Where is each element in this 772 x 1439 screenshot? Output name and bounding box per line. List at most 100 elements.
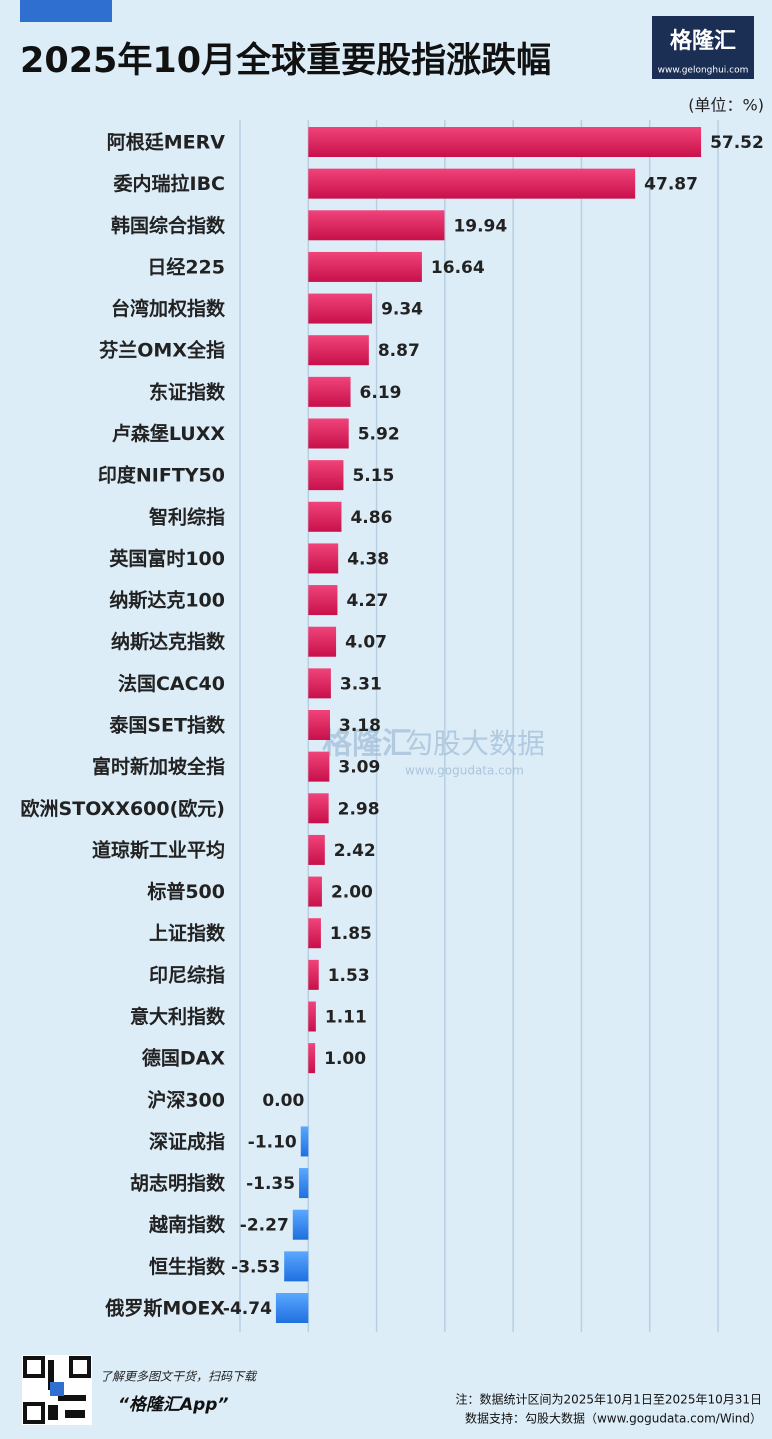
value-label: 2.98 xyxy=(338,799,380,819)
logo-url: www.gelonghui.com xyxy=(658,66,749,76)
value-label: 57.52 xyxy=(710,133,764,153)
value-label: 4.27 xyxy=(346,591,388,611)
category-label: 俄罗斯MOEX xyxy=(104,1297,225,1320)
bar xyxy=(308,793,329,824)
watermark: 勾股大数据 xyxy=(405,727,545,760)
category-label: 阿根廷MERV xyxy=(107,131,226,154)
category-label: 富时新加坡全指 xyxy=(92,755,225,778)
value-label: -1.10 xyxy=(248,1132,297,1152)
value-label: 5.92 xyxy=(358,425,400,445)
value-label: -1.35 xyxy=(246,1174,295,1194)
category-label: 德国DAX xyxy=(142,1047,225,1070)
bar xyxy=(308,418,349,449)
category-label: 法国CAC40 xyxy=(118,672,225,695)
bar xyxy=(308,918,321,949)
category-label: 欧洲STOXX600(欧元) xyxy=(21,797,225,820)
category-label: 韩国综合指数 xyxy=(111,214,226,237)
category-label: 日经225 xyxy=(147,255,225,278)
bar xyxy=(292,1209,309,1240)
value-label: 2.00 xyxy=(331,883,373,903)
category-label: 道琼斯工业平均 xyxy=(92,838,225,861)
value-label: 1.85 xyxy=(330,924,372,944)
bar xyxy=(308,876,322,907)
category-label: 意大利指数 xyxy=(130,1005,226,1028)
value-label: 3.09 xyxy=(338,758,380,778)
logo: 格隆汇 xyxy=(670,28,736,54)
category-label: 上证指数 xyxy=(149,922,226,945)
value-label: 3.31 xyxy=(340,674,382,694)
value-label: -2.27 xyxy=(240,1216,289,1236)
category-label: 纳斯达克指数 xyxy=(111,630,226,653)
category-label: 智利综指 xyxy=(149,505,225,528)
bar xyxy=(300,1126,309,1157)
value-label: -3.53 xyxy=(231,1257,280,1277)
value-label: 2.42 xyxy=(334,841,376,861)
watermark: www.gogudata.com xyxy=(405,764,524,778)
decor xyxy=(20,0,112,22)
value-label: 19.94 xyxy=(453,216,507,236)
bar xyxy=(308,210,445,241)
bar xyxy=(308,460,344,491)
bar xyxy=(299,1168,309,1199)
value-label: 47.87 xyxy=(644,175,698,195)
logo-box xyxy=(652,16,754,79)
value-label: 4.38 xyxy=(347,549,389,569)
category-label: 标普500 xyxy=(147,880,225,903)
value-label: 1.53 xyxy=(328,966,370,986)
bar xyxy=(308,501,342,532)
category-label: 恒生指数 xyxy=(149,1255,226,1278)
category-label: 东证指数 xyxy=(149,380,226,403)
value-label: 4.86 xyxy=(350,508,392,528)
category-label: 印度NIFTY50 xyxy=(98,464,225,487)
title: 2025年10月全球重要股指涨跌幅 xyxy=(20,40,551,81)
qr-code xyxy=(22,1355,92,1425)
category-label: 卢森堡LUXX xyxy=(112,422,226,445)
value-label: 8.87 xyxy=(378,341,420,361)
bar xyxy=(308,626,337,657)
value-label: 5.15 xyxy=(352,466,394,486)
bar xyxy=(308,1043,316,1074)
unit: (单位：%) xyxy=(688,96,764,115)
bar xyxy=(284,1251,309,1282)
category-label: 英国富时100 xyxy=(109,547,225,570)
bar xyxy=(308,127,702,157)
bar xyxy=(308,168,636,199)
category-label: 泰国SET指数 xyxy=(108,714,226,737)
bar xyxy=(308,251,422,282)
category-label: 胡志明指数 xyxy=(130,1172,226,1195)
bar xyxy=(308,834,325,865)
bar xyxy=(308,959,319,990)
value-label: 1.11 xyxy=(325,1008,367,1028)
value-label: 16.64 xyxy=(431,258,485,278)
watermark: 格隆汇 xyxy=(322,727,412,762)
bar xyxy=(308,1001,316,1032)
value-label: 9.34 xyxy=(381,300,423,320)
note: 注：数据统计区间为2025年10月1日至2025年10月31日 xyxy=(455,1392,762,1407)
category-label: 越南指数 xyxy=(148,1213,226,1236)
value-label: 6.19 xyxy=(360,383,402,403)
source: 数据支持：勾股大数据（www.gogudata.com/Wind） xyxy=(465,1411,762,1426)
category-label: 纳斯达克100 xyxy=(109,589,225,612)
category-label: 印尼综指 xyxy=(149,963,225,986)
bar xyxy=(308,543,339,574)
category-label: 台湾加权指数 xyxy=(111,297,226,320)
value-label: 3.18 xyxy=(339,716,381,736)
app-name: “格隆汇App” xyxy=(118,1395,228,1415)
bar xyxy=(308,751,330,782)
category-label: 深证成指 xyxy=(149,1130,225,1153)
category-label: 沪深300 xyxy=(147,1088,225,1111)
value-label: 0.00 xyxy=(262,1091,304,1111)
bar xyxy=(308,293,373,324)
category-label: 芬兰OMX全指 xyxy=(98,339,225,362)
bar xyxy=(308,668,331,699)
bar xyxy=(275,1293,309,1323)
promo: 了解更多图文干货，扫码下载 xyxy=(100,1370,258,1384)
bar xyxy=(308,710,331,740)
bar xyxy=(308,335,369,366)
value-label: -4.74 xyxy=(223,1299,272,1319)
value-label: 1.00 xyxy=(324,1049,366,1069)
category-label: 委内瑞拉IBC xyxy=(113,172,226,195)
bar xyxy=(308,376,351,407)
